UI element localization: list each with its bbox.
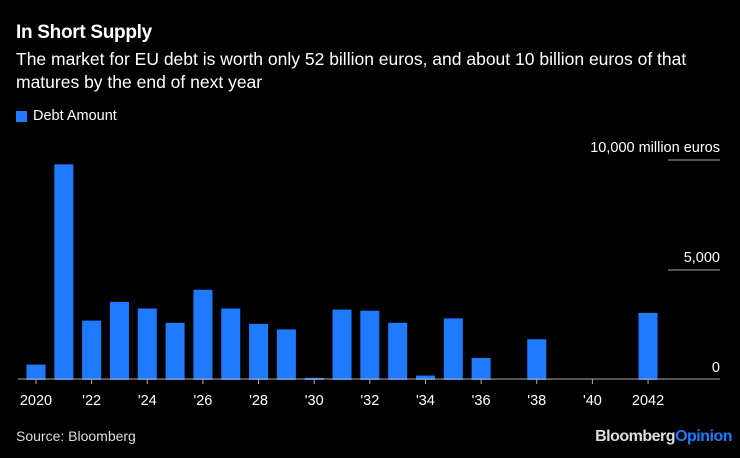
x-tick-label: '26 bbox=[193, 393, 212, 409]
bar-2034 bbox=[415, 375, 435, 380]
x-tick-label: '40 bbox=[583, 393, 602, 409]
x-tick-label: '30 bbox=[305, 393, 324, 409]
chart-title: In Short Supply bbox=[16, 22, 152, 43]
legend-swatch bbox=[16, 110, 27, 122]
bloomberg-opinion-logo: BloombergOpinion bbox=[595, 428, 732, 446]
chart-subtitle: The market for EU debt is worth only 52 … bbox=[16, 49, 687, 92]
bar-2029 bbox=[276, 329, 296, 380]
bar-2042 bbox=[638, 312, 658, 380]
bar-2035 bbox=[443, 318, 463, 380]
logo-part1: Bloomberg bbox=[595, 428, 676, 445]
legend-label: Debt Amount bbox=[33, 108, 117, 124]
bar-2036 bbox=[471, 358, 491, 380]
bar-2022 bbox=[82, 320, 102, 380]
x-tick-label: 2042 bbox=[632, 393, 664, 409]
source-note: Source: Bloomberg bbox=[16, 428, 136, 444]
bar-2028 bbox=[249, 323, 269, 380]
bar-2032 bbox=[360, 310, 380, 380]
bar-2021 bbox=[54, 164, 74, 380]
bar-2020 bbox=[26, 364, 46, 380]
legend: Debt Amount bbox=[16, 108, 117, 124]
x-tick-label: 2020 bbox=[20, 393, 52, 409]
y-tick-label: 0 bbox=[712, 360, 720, 376]
bar-2027 bbox=[221, 308, 241, 380]
y-tick-label: 5,000 bbox=[684, 250, 720, 266]
bar-2023 bbox=[109, 301, 129, 380]
bar-2033 bbox=[388, 322, 408, 380]
bar-2038 bbox=[527, 339, 547, 380]
x-tick-label: '22 bbox=[82, 393, 101, 409]
logo-part2: Opinion bbox=[675, 428, 732, 445]
x-tick-label: '38 bbox=[527, 393, 546, 409]
bar-2026 bbox=[193, 289, 213, 380]
x-tick-label: '24 bbox=[138, 393, 157, 409]
x-tick-label: '32 bbox=[360, 393, 379, 409]
x-tick-label: '28 bbox=[249, 393, 268, 409]
x-tick-label: '36 bbox=[472, 393, 491, 409]
y-tick-label: 10,000 million euros bbox=[590, 140, 720, 156]
bar-2024 bbox=[137, 308, 157, 380]
x-tick-label: '34 bbox=[416, 393, 435, 409]
bar-2031 bbox=[332, 309, 352, 380]
bar-2025 bbox=[165, 322, 185, 380]
